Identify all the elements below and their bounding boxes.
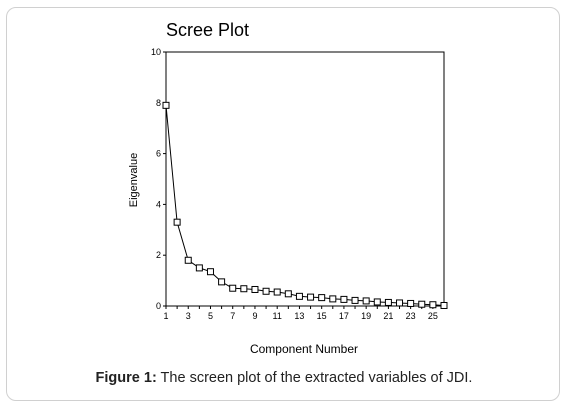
caption-text: The screen plot of the extracted variabl… (160, 370, 473, 386)
x-tick-label: 17 (339, 311, 349, 321)
x-tick-label: 25 (428, 311, 438, 321)
series-line (165, 105, 445, 306)
figure-caption: Figure 1: The screen plot of the extract… (96, 370, 473, 386)
data-point-marker (184, 256, 192, 264)
y-tick-label: 4 (156, 199, 161, 209)
x-tick-label: 13 (294, 311, 304, 321)
data-point-marker (251, 285, 259, 293)
y-tick-label: 6 (156, 149, 161, 159)
data-point-marker (229, 284, 237, 292)
data-point-marker (273, 288, 281, 296)
data-point-marker (240, 285, 248, 293)
data-point-marker (396, 299, 404, 307)
x-tick-label: 7 (230, 311, 235, 321)
data-point-marker (351, 296, 359, 304)
data-point-marker (340, 295, 348, 303)
data-point-marker (173, 218, 181, 226)
y-tick-label: 8 (156, 98, 161, 108)
data-point-marker (218, 278, 226, 286)
x-tick-label: 21 (383, 311, 393, 321)
y-tick-label: 2 (156, 250, 161, 260)
x-tick-label: 5 (208, 311, 213, 321)
data-point-marker (362, 297, 370, 305)
data-point-marker (329, 295, 337, 303)
data-point-marker (429, 301, 437, 309)
plot-area-frame (165, 51, 445, 307)
data-point-marker (407, 299, 415, 307)
x-tick-label: 19 (361, 311, 371, 321)
data-point-marker (318, 294, 326, 302)
data-point-marker (384, 298, 392, 306)
data-point-marker (307, 293, 315, 301)
x-tick-label: 23 (406, 311, 416, 321)
data-point-marker (440, 301, 448, 309)
data-point-marker (373, 298, 381, 306)
x-tick-label: 3 (186, 311, 191, 321)
data-point-marker (418, 300, 426, 308)
data-point-marker (206, 268, 214, 276)
data-point-marker (284, 290, 292, 298)
figure-frame (6, 7, 560, 401)
x-tick-label: 11 (273, 311, 282, 321)
x-tick-label: 15 (317, 311, 327, 321)
x-tick-label: 9 (252, 311, 257, 321)
x-tick-label: 1 (163, 311, 168, 321)
data-point-marker (295, 292, 303, 300)
frame-top-gap (111, 13, 467, 18)
caption-label: Figure 1: (95, 370, 157, 386)
x-axis-label: Component Number (249, 342, 359, 356)
data-point-marker (162, 101, 170, 109)
data-point-marker (195, 264, 203, 272)
chart-title: Scree Plot (166, 20, 250, 40)
y-tick-label: 0 (156, 301, 161, 311)
data-point-marker (262, 287, 270, 295)
y-tick-label: 10 (151, 47, 161, 57)
